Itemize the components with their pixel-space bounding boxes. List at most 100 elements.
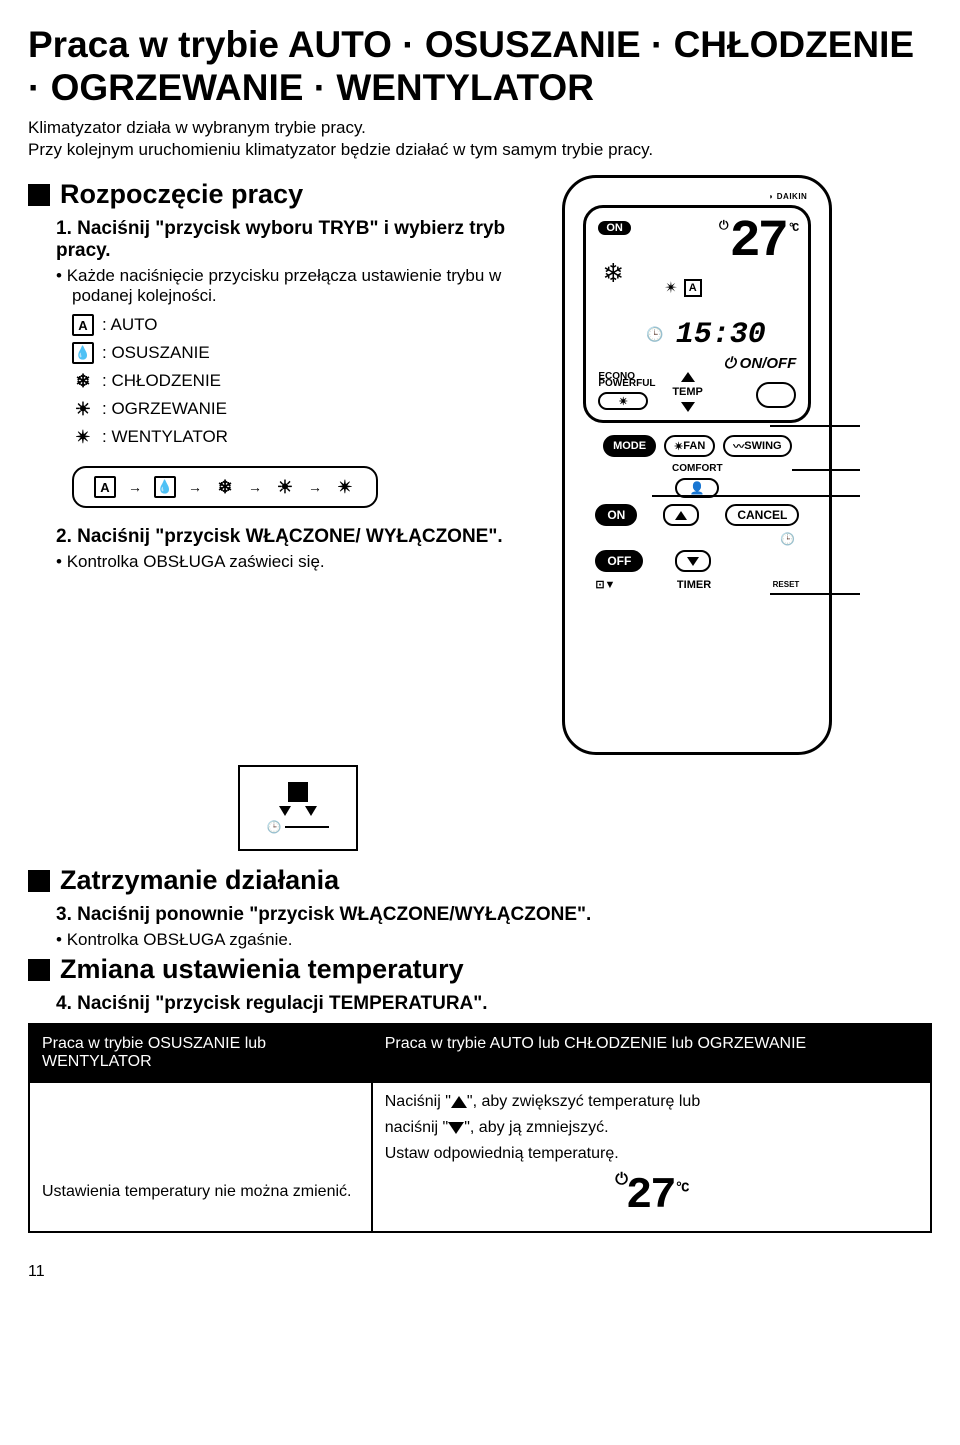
indicator-led-icon — [288, 782, 308, 802]
clock-icon: 🕒 — [646, 327, 663, 344]
timer-on-row: ON CANCEL — [595, 504, 799, 526]
temp-display-value: 27 — [626, 1171, 675, 1221]
cell2-text-b: ", aby zwiększyć temperaturę lub — [467, 1093, 700, 1110]
power-small-icon: ⏻ — [615, 1171, 626, 1189]
comfort-label: COMFORT — [577, 463, 817, 474]
mode-cool: ❄ : CHŁODZENIE — [72, 370, 540, 392]
section-temp: Zmiana ustawienia temperatury — [28, 954, 932, 985]
intro-text: Klimatyzator działa w wybranym trybie pr… — [28, 117, 932, 161]
square-bullet-icon — [28, 959, 50, 981]
swing-icon: 〰 — [733, 438, 744, 454]
arrow-icon: → — [188, 479, 202, 495]
brand-icon: ◗ — [769, 192, 774, 201]
remote-body: ◗ DAIKIN ON ⏻27°C ❄ ✴A 🕒15:30 ECONO POWE… — [562, 175, 832, 755]
callout-line — [770, 425, 860, 427]
mode-fan-swing-row: MODE ✴FAN 〰SWING — [587, 435, 807, 457]
temperature-display: ⏻27°C — [385, 1171, 918, 1221]
swing-button-label: SWING — [744, 440, 781, 452]
callout-line — [652, 495, 860, 497]
dry-icon: 💧 — [72, 342, 94, 364]
arrow-icon: → — [128, 479, 142, 495]
indicator-diagram: 🕒 — [238, 765, 358, 851]
mode-button: MODE — [603, 435, 656, 457]
temp-label: TEMP — [672, 386, 703, 398]
mode-fan: ✴ : WENTYLATOR — [72, 426, 540, 448]
mode-list: A: AUTO 💧 : OSUSZANIE ❄ : CHŁODZENIE ☀ : OG… — [72, 314, 540, 448]
brand-text: DAIKIN — [777, 192, 808, 201]
mode-dry: 💧 : OSUSZANIE — [72, 342, 540, 364]
step-1-bullet: Każde naciśnięcie przycisku przełącza us… — [72, 266, 540, 306]
section-start-label: Rozpoczęcie pracy — [60, 179, 303, 210]
timer-off-button: OFF — [595, 550, 643, 572]
timer-label: TIMER — [677, 579, 711, 591]
temp-display-unit: °C — [675, 1181, 688, 1197]
mode-cool-label: : CHŁODZENIE — [102, 371, 221, 391]
cell2-text-c: naciśnij " — [385, 1119, 448, 1136]
step-3-bullet: Kontrolka OBSŁUGA zgaśnie. — [72, 930, 932, 950]
screen-temperature: ⏻27°C — [719, 216, 796, 268]
remote-diagram: ◗ DAIKIN ON ⏻27°C ❄ ✴A 🕒15:30 ECONO POWE… — [552, 175, 932, 755]
temp-up-icon — [681, 372, 695, 382]
screen-fan-icon: ✴ — [664, 278, 677, 298]
indicator-arrows — [279, 806, 317, 816]
table-cell-2: Naciśnij "", aby zwiększyć temperaturę l… — [372, 1082, 931, 1232]
square-bullet-icon — [28, 870, 50, 892]
mode-cycle: A→ 💧→ ❄→ ☀→ ✴ — [72, 466, 378, 508]
indicator-line — [285, 826, 329, 828]
screen-clock: 🕒 15:30 — [646, 318, 765, 352]
screen-cool-icon: ❄ — [602, 258, 624, 289]
arrow-icon: → — [308, 479, 322, 495]
powerful-label: POWERFUL — [598, 378, 655, 389]
on-indicator: ON — [598, 221, 631, 235]
intro-line-2: Przy kolejnym uruchomieniu klimatyzator … — [28, 140, 653, 159]
timer-up-button — [663, 504, 699, 526]
screen-auto-icon: A — [684, 279, 702, 297]
step-3: 3. Naciśnij ponownie "przycisk WŁĄCZONE/… — [56, 904, 932, 926]
reset-label: RESET — [773, 580, 800, 589]
mode-auto: A: AUTO — [72, 314, 540, 336]
cell2-text-e: Ustaw odpowiednią temperaturę. — [385, 1145, 918, 1163]
powerful-group: POWERFUL ✴ — [598, 378, 655, 410]
page-title: Praca w trybie AUTO · OSUSZANIE · CHŁODZ… — [28, 24, 932, 109]
temp-buttons-group: TEMP — [672, 372, 703, 412]
indicator-clock-icon: 🕒 — [267, 820, 282, 834]
auto-icon: A — [72, 314, 94, 336]
table-header-1: Praca w trybie OSUSZANIE lub WENTYLATOR — [29, 1024, 372, 1082]
mode-dry-label: : OSUSZANIE — [102, 343, 210, 363]
heat-icon: ☀ — [72, 398, 94, 420]
section-start: Rozpoczęcie pracy — [28, 179, 540, 210]
remote-screen: ON ⏻27°C ❄ ✴A 🕒15:30 ECONO POWERFUL ✴ TE… — [583, 205, 811, 423]
fan-icon: ✴ — [674, 440, 683, 453]
timer-adjust-icon: ⊡▼ — [595, 578, 615, 591]
mode-fan-label: : WENTYLATOR — [102, 427, 228, 447]
timer-off-row2: OFF — [595, 550, 799, 572]
step-2: 2. Naciśnij "przycisk WŁĄCZONE/ WYŁĄCZON… — [56, 526, 540, 548]
section-stop: Zatrzymanie działania — [28, 865, 932, 896]
clock-small-icon: 🕒 — [780, 532, 795, 546]
onoff-label: ⏻ON/OFF — [724, 355, 797, 372]
fan-icon: ✴ — [72, 426, 94, 448]
onoff-text: ON/OFF — [740, 355, 797, 372]
step-4: 4. Naciśnij "przycisk regulacji TEMPERAT… — [56, 993, 932, 1015]
mode-heat-label: : OGRZEWANIE — [102, 399, 227, 419]
triangle-down-icon — [448, 1122, 464, 1134]
page-number: 11 — [28, 1263, 932, 1281]
cycle-dry-icon: 💧 — [154, 476, 176, 498]
temp-down-icon — [681, 402, 695, 412]
cool-icon: ❄ — [72, 370, 94, 392]
cycle-heat-icon: ☀ — [274, 476, 296, 498]
square-bullet-icon — [28, 184, 50, 206]
temperature-table: Praca w trybie OSUSZANIE lub WENTYLATOR … — [28, 1023, 932, 1233]
cycle-cool-icon: ❄ — [214, 476, 236, 498]
temp-value: 27 — [730, 216, 786, 268]
powerful-button: ✴ — [598, 392, 648, 410]
table-cell-1: Ustawienia temperatury nie można zmienić… — [29, 1082, 372, 1232]
fan-button: ✴FAN — [664, 435, 715, 457]
clock-value: 15:30 — [676, 318, 766, 352]
mode-heat: ☀ : OGRZEWANIE — [72, 398, 540, 420]
arrow-icon: → — [248, 479, 262, 495]
power-icon: ⏻ — [724, 355, 736, 372]
cancel-button: CANCEL — [725, 504, 799, 526]
triangle-up-icon — [451, 1096, 467, 1108]
step-1: 1. Naciśnij "przycisk wyboru TRYB" i wyb… — [56, 218, 540, 262]
